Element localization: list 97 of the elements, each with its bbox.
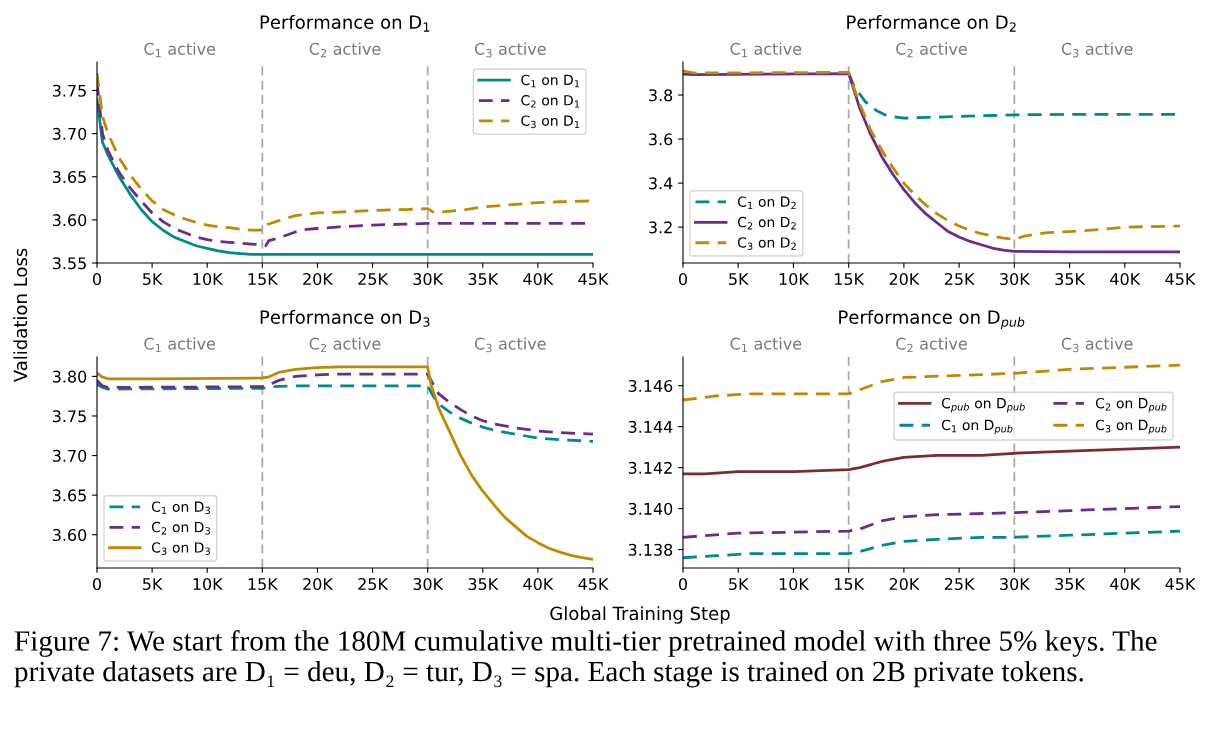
x-tick-label: 5K <box>729 273 749 286</box>
x-tick-label: 10K <box>193 578 223 591</box>
x-tick-label: 15K <box>835 273 865 286</box>
legend-label: C$_{2}$ on D$_{3}$ <box>151 521 210 535</box>
line-series <box>97 372 593 436</box>
y-tick-label: 3.80 <box>52 370 87 383</box>
text: C$_{3}$ active <box>474 42 546 58</box>
x-tick-label: 5K <box>143 578 163 591</box>
y-axis-title: Validation Loss <box>13 248 28 383</box>
x-tick-label: 0 <box>678 273 688 286</box>
legend-label: C$_{3}$ on D$_{2}$ <box>737 237 796 250</box>
legend-label: C$_{2}$ on D$_{2}$ <box>737 216 796 230</box>
text: C$_{3}$ active <box>1061 42 1133 58</box>
x-tick-label: 0 <box>678 578 688 591</box>
y-tick-label: 3.142 <box>628 461 672 474</box>
x-tick-label: 40K <box>1110 578 1141 591</box>
y-tick-label: 3.65 <box>52 489 86 502</box>
y-tick-label: 3.60 <box>52 528 87 542</box>
text: C$_{2}$ active <box>896 337 967 353</box>
x-tick-label: 15K <box>835 578 865 591</box>
x-tick-label: 40K <box>1110 273 1141 286</box>
x-tick-label: 5K <box>729 578 749 591</box>
y-tick-label: 3.140 <box>628 502 673 515</box>
x-tick-label: 35K <box>1055 578 1086 591</box>
x-tick-label: 20K <box>889 578 920 591</box>
legend-label: C$_{1}$ on D$_{2}$ <box>737 196 796 210</box>
legend-label: C$_{1}$ on D$_{1}$ <box>521 74 580 88</box>
legend-label: C$_{pub}$ on D$_{pub}$ <box>941 397 1025 413</box>
y-tick-label: 3.8 <box>649 89 673 102</box>
text: C$_{2}$ active <box>309 42 381 58</box>
text: C$_{2}$ active <box>309 337 381 353</box>
text: C$_{1}$ active <box>144 337 216 353</box>
x-tick-label: 40K <box>523 578 554 591</box>
x-tick-label: 0 <box>92 273 102 286</box>
x-tick-label: 35K <box>1055 273 1086 286</box>
x-tick-label: 45K <box>578 273 609 286</box>
chart-title: Performance on D$_{3}$ <box>260 309 430 327</box>
line-series <box>683 505 1180 539</box>
chart-title: Performance on D$_{pub}$ <box>839 309 1025 330</box>
x-tick-label: 40K <box>523 273 554 286</box>
legend-label: C$_{3}$ on D$_{1}$ <box>521 115 580 129</box>
legend-label: C$_{3}$ on D$_{pub}$ <box>1095 419 1167 435</box>
x-tick-label: 25K <box>358 578 389 591</box>
x-tick-label: 20K <box>889 273 920 286</box>
text: C$_{1}$ active <box>730 337 802 353</box>
x-tick-label: 25K <box>944 578 975 591</box>
legend-label: C$_{2}$ on D$_{pub}$ <box>1095 397 1167 413</box>
text: C$_{2}$ active <box>896 42 967 58</box>
line-series <box>683 529 1180 560</box>
x-tick-label: 10K <box>779 578 810 591</box>
text: C$_{1}$ active <box>144 42 216 58</box>
x-tick-label: 10K <box>193 273 223 286</box>
x-tick-label: 45K <box>578 578 609 591</box>
y-tick-label: 3.70 <box>52 127 87 140</box>
y-tick-label: 3.146 <box>628 379 673 392</box>
y-tick-label: 3.2 <box>649 221 672 234</box>
text: C$_{3}$ active <box>1061 337 1133 353</box>
y-tick-label: 3.144 <box>628 420 673 433</box>
x-tick-label: 35K <box>468 578 499 591</box>
x-tick-label: 25K <box>944 273 975 286</box>
line-series <box>683 445 1180 476</box>
x-tick-label: 25K <box>358 273 389 286</box>
x-tick-label: 20K <box>303 273 334 286</box>
x-tick-label: 35K <box>468 273 499 286</box>
x-tick-label: 0 <box>92 578 102 591</box>
chart-title: Performance on D$_{2}$ <box>847 14 1016 32</box>
y-tick-label: 3.70 <box>52 449 87 462</box>
legend-label: C$_{1}$ on D$_{3}$ <box>151 501 210 515</box>
legend-label: C$_{3}$ on D$_{3}$ <box>151 542 210 555</box>
text: C$_{1}$ active <box>730 42 802 58</box>
text: C$_{3}$ active <box>474 337 546 353</box>
x-axis-title: Global Training Step <box>550 606 730 624</box>
x-tick-label: 30K <box>413 578 444 591</box>
y-tick-label: 3.65 <box>52 170 86 184</box>
x-tick-label: 5K <box>143 273 163 286</box>
legend-label: C$_{2}$ on D$_{1}$ <box>521 95 580 108</box>
y-tick-label: 3.138 <box>628 543 673 556</box>
x-tick-label: 30K <box>1000 273 1031 286</box>
x-tick-label: 15K <box>248 273 279 286</box>
x-tick-label: 45K <box>1165 273 1196 286</box>
y-tick-label: 3.55 <box>52 257 86 270</box>
x-tick-label: 15K <box>248 578 279 591</box>
y-tick-label: 3.75 <box>52 84 86 97</box>
x-tick-label: 30K <box>1000 578 1031 591</box>
x-tick-label: 10K <box>779 273 810 286</box>
y-tick-label: 3.4 <box>649 177 673 190</box>
x-tick-label: 45K <box>1165 578 1196 591</box>
y-tick-label: 3.60 <box>52 214 87 227</box>
y-tick-label: 3.75 <box>52 410 86 423</box>
legend-label: C$_{1}$ on D$_{pub}$ <box>941 419 1013 435</box>
caption: Figure 7: We start from the 180M cumulative multi-tier pretrained model with three 5% keys. The private datasets are D₁ = deu, D₂ = tur, D₃ = spa. Each stage is trained on 2B private tokens. <box>14 630 1157 688</box>
y-tick-label: 3.6 <box>649 133 673 146</box>
x-tick-label: 30K <box>413 273 444 286</box>
x-tick-label: 20K <box>303 578 334 591</box>
line-series <box>97 382 593 443</box>
chart-title: Performance on D$_{1}$ <box>260 14 430 32</box>
line-series <box>97 365 593 561</box>
